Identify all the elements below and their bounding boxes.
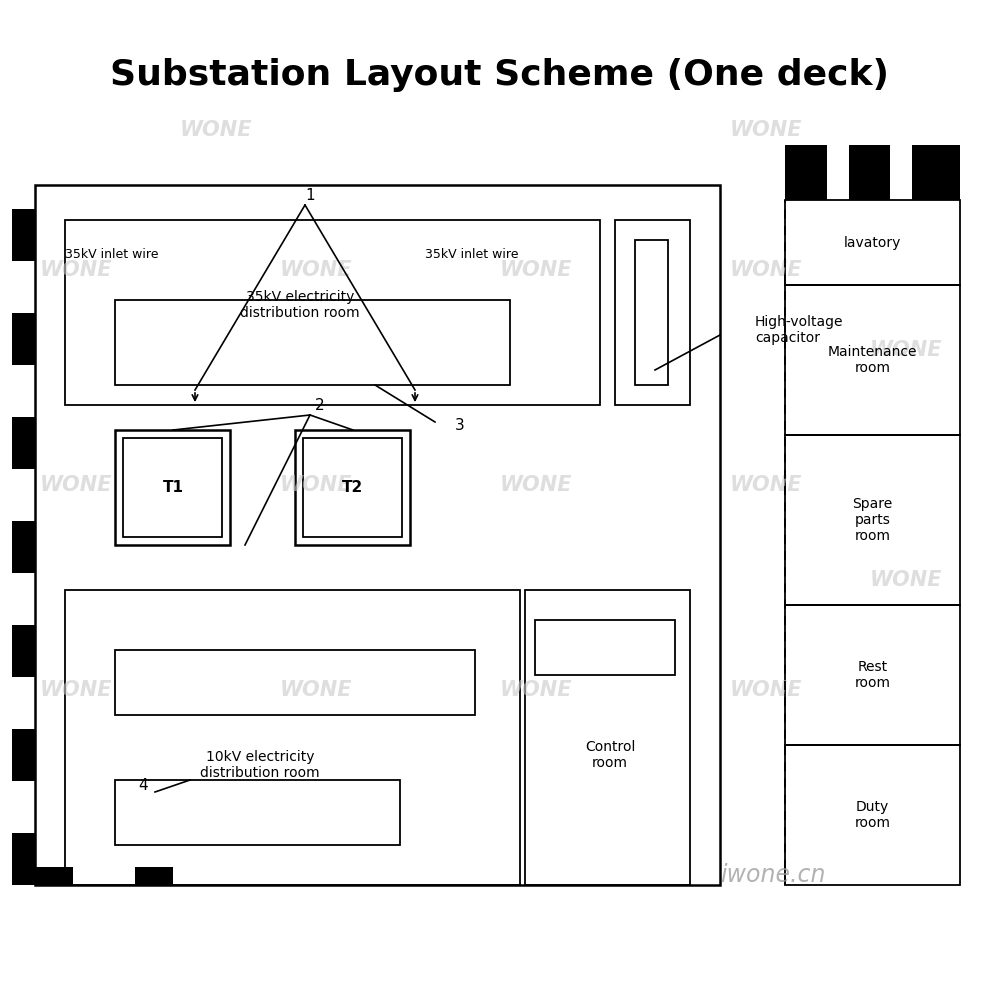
Text: 3: 3 xyxy=(455,418,465,432)
Bar xyxy=(525,590,690,885)
Bar xyxy=(785,285,960,435)
Bar xyxy=(12,729,35,781)
Text: WONE: WONE xyxy=(730,260,802,280)
Bar xyxy=(123,438,222,537)
Bar xyxy=(827,144,849,201)
Bar xyxy=(65,590,520,885)
Text: iwone.cn: iwone.cn xyxy=(720,863,826,887)
Text: 10kV electricity
distribution room: 10kV electricity distribution room xyxy=(200,750,320,780)
Bar xyxy=(135,867,173,885)
Bar xyxy=(785,745,960,885)
Text: WONE: WONE xyxy=(40,475,112,495)
Text: WONE: WONE xyxy=(870,340,942,360)
Text: WONE: WONE xyxy=(180,120,252,140)
Text: 35kV inlet wire: 35kV inlet wire xyxy=(65,248,158,261)
Text: WONE: WONE xyxy=(500,475,572,495)
Text: 4: 4 xyxy=(138,778,148,792)
Bar xyxy=(35,185,720,885)
Text: WONE: WONE xyxy=(280,475,352,495)
Text: High-voltage
capacitor: High-voltage capacitor xyxy=(755,315,844,345)
Bar xyxy=(12,833,35,885)
Text: T1: T1 xyxy=(162,480,184,494)
Bar xyxy=(535,620,675,675)
Bar xyxy=(785,145,960,200)
Text: WONE: WONE xyxy=(40,680,112,700)
Text: T2: T2 xyxy=(342,480,364,494)
Bar xyxy=(785,200,960,285)
Bar xyxy=(65,220,600,405)
Bar xyxy=(890,144,912,201)
Text: 35kV electricity
distribution room: 35kV electricity distribution room xyxy=(240,290,360,320)
Bar xyxy=(615,220,690,405)
Bar xyxy=(115,300,510,385)
Text: Spare
parts
room: Spare parts room xyxy=(852,497,893,543)
Text: 1: 1 xyxy=(305,188,315,202)
Text: Rest
room: Rest room xyxy=(854,660,891,690)
Bar xyxy=(12,313,35,365)
Text: WONE: WONE xyxy=(730,680,802,700)
Bar xyxy=(115,780,400,845)
Bar xyxy=(635,240,668,385)
Text: Control
room: Control room xyxy=(585,740,635,770)
Bar xyxy=(35,867,73,885)
Bar xyxy=(12,625,35,677)
Text: WONE: WONE xyxy=(280,260,352,280)
Bar xyxy=(785,605,960,745)
Bar xyxy=(115,430,230,545)
Text: WONE: WONE xyxy=(40,260,112,280)
Text: 35kV inlet wire: 35kV inlet wire xyxy=(425,248,518,261)
Text: WONE: WONE xyxy=(500,680,572,700)
Text: Substation Layout Scheme (One deck): Substation Layout Scheme (One deck) xyxy=(110,58,890,92)
Text: WONE: WONE xyxy=(280,680,352,700)
Bar xyxy=(303,438,402,537)
Bar xyxy=(12,209,35,261)
Bar xyxy=(12,417,35,469)
Bar xyxy=(295,430,410,545)
Text: WONE: WONE xyxy=(730,475,802,495)
Bar xyxy=(785,435,960,605)
Text: 2: 2 xyxy=(315,397,325,412)
Text: Duty
room: Duty room xyxy=(854,800,891,830)
Text: WONE: WONE xyxy=(730,120,802,140)
Text: WONE: WONE xyxy=(500,260,572,280)
Bar xyxy=(115,650,475,715)
Text: WONE: WONE xyxy=(870,570,942,590)
Text: lavatory: lavatory xyxy=(844,235,901,249)
Bar xyxy=(12,521,35,573)
Text: Maintenance
room: Maintenance room xyxy=(828,345,917,375)
